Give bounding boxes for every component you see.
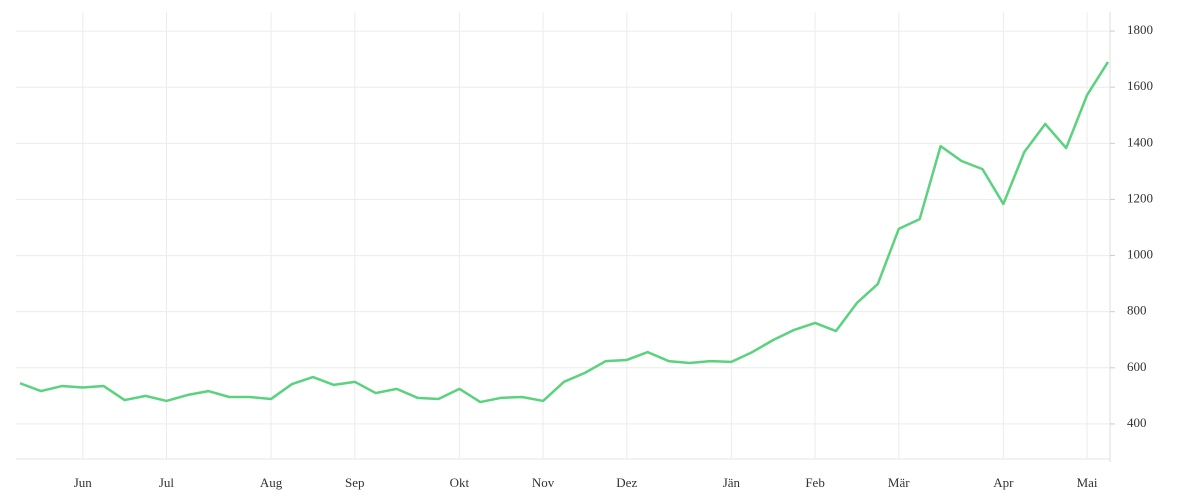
x-tick-label: Mär [888,475,910,490]
x-tick-label: Apr [993,475,1014,490]
x-tick-label: Okt [450,475,470,490]
x-tick-label: Jul [159,475,175,490]
y-tick-label: 600 [1127,359,1147,374]
y-tick-label: 800 [1127,303,1147,318]
y-tick-label: 400 [1127,415,1147,430]
y-tick-label: 1000 [1127,247,1153,262]
x-tick-label: Feb [805,475,825,490]
x-tick-label: Dez [616,475,637,490]
x-tick-label: Jän [723,475,741,490]
x-tick-label: Nov [532,475,555,490]
y-tick-label: 1200 [1127,190,1153,205]
y-tick-label: 1600 [1127,78,1153,93]
line-series [19,61,1110,404]
x-tick-label: Sep [345,475,365,490]
x-tick-label: Aug [260,475,283,490]
x-tick-label: Jun [74,475,93,490]
y-tick-label: 1800 [1127,22,1153,37]
x-tick-label: Mai [1077,475,1098,490]
y-tick-label: 1400 [1127,134,1153,149]
